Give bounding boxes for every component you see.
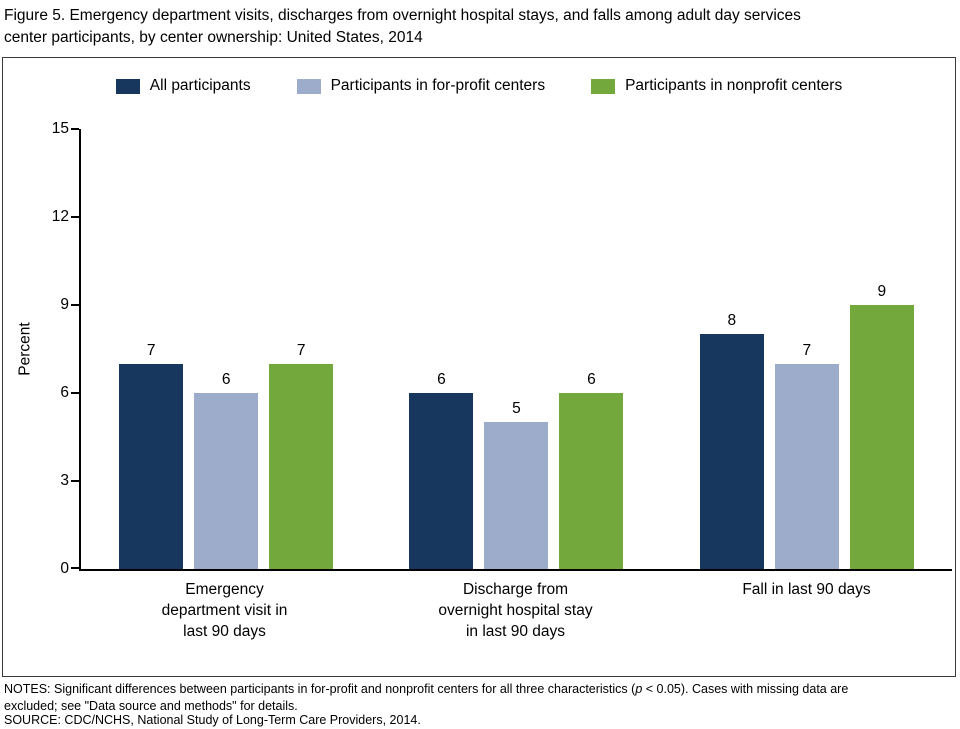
bar-wrapper: 7 bbox=[119, 341, 184, 569]
y-axis-title: Percent bbox=[13, 129, 39, 569]
bar bbox=[774, 363, 839, 569]
y-tick-label: 15 bbox=[51, 120, 69, 137]
bar-value-label: 7 bbox=[146, 341, 156, 359]
x-axis-label: Discharge from overnight hospital stay i… bbox=[438, 581, 593, 640]
bar bbox=[194, 393, 259, 569]
y-tick-mark bbox=[71, 304, 79, 306]
bar bbox=[559, 393, 624, 569]
bar-wrapper: 7 bbox=[774, 341, 839, 569]
source-text: SOURCE: CDC/NCHS, National Study of Long… bbox=[4, 713, 421, 727]
bar-value-label: 7 bbox=[296, 341, 306, 359]
figure-title: Figure 5. Emergency department visits, d… bbox=[4, 7, 801, 46]
legend-label-nonprofit: Participants in nonprofit centers bbox=[625, 77, 843, 94]
bar-wrapper: 5 bbox=[484, 400, 549, 569]
y-tick-mark bbox=[71, 392, 79, 394]
x-axis-label: Emergency department visit in last 90 da… bbox=[161, 581, 288, 640]
y-tick-labels: 0 3 6 9 12 15 bbox=[39, 120, 73, 577]
bar-wrapper: 9 bbox=[849, 283, 914, 569]
bar bbox=[119, 363, 184, 569]
x-axis-labels: Emergency department visit in last 90 da… bbox=[79, 579, 952, 642]
y-tick-label: 0 bbox=[60, 560, 69, 577]
legend-item-all-participants: All participants bbox=[115, 77, 251, 95]
bar bbox=[269, 363, 334, 569]
y-tick-mark bbox=[71, 216, 79, 218]
bar-wrapper: 6 bbox=[559, 371, 624, 569]
bar bbox=[409, 393, 474, 569]
legend-swatch-nonprofit bbox=[591, 78, 616, 94]
y-tick-mark bbox=[71, 128, 79, 130]
bar-group: 7 6 7 bbox=[81, 342, 371, 569]
bar-value-label: 6 bbox=[437, 371, 446, 388]
bar bbox=[484, 422, 549, 569]
y-axis-title-text: Percent bbox=[17, 322, 35, 376]
notes-text: NOTES: Significant differences between p… bbox=[4, 681, 954, 715]
legend-label-for-profit: Participants in for-profit centers bbox=[330, 77, 546, 94]
legend-label-all-participants: All participants bbox=[149, 77, 251, 94]
legend-item-for-profit: Participants in for-profit centers bbox=[296, 77, 546, 95]
y-tick-label: 12 bbox=[51, 208, 69, 225]
bar-value-label: 7 bbox=[802, 341, 812, 359]
bar-groups: 7 6 7 6 5 6 8 7 9 bbox=[81, 129, 952, 569]
bar-value-label: 9 bbox=[877, 283, 887, 300]
bar-group: 8 7 9 bbox=[662, 283, 952, 569]
legend: All participants Participants in for-pro… bbox=[3, 77, 955, 95]
y-tick-label: 3 bbox=[60, 472, 69, 489]
notes-italic-p: p bbox=[635, 682, 643, 696]
bar-wrapper: 6 bbox=[409, 371, 474, 569]
bar-wrapper: 8 bbox=[699, 312, 764, 569]
y-tick-mark bbox=[71, 567, 79, 569]
y-tick-mark bbox=[71, 480, 79, 482]
bar-value-label: 6 bbox=[587, 371, 596, 388]
bar-wrapper: 6 bbox=[194, 371, 259, 569]
plot-area: 7 6 7 6 5 6 8 7 9 bbox=[71, 128, 952, 571]
notes-part2: < 0.05). Cases with missing data are exc… bbox=[4, 682, 849, 713]
bar bbox=[699, 334, 764, 569]
y-tick-label: 9 bbox=[60, 296, 69, 313]
chart-box: All participants Participants in for-pro… bbox=[2, 57, 956, 677]
x-axis-label: Fall in last 90 days bbox=[742, 581, 871, 598]
legend-swatch-for-profit bbox=[296, 78, 321, 94]
bar-group: 6 5 6 bbox=[371, 371, 661, 569]
bar-value-label: 8 bbox=[727, 312, 737, 330]
notes-part1: NOTES: Significant differences between p… bbox=[4, 682, 636, 696]
legend-swatch-all-participants bbox=[115, 78, 140, 94]
bar bbox=[849, 305, 914, 569]
bar-value-label: 6 bbox=[221, 371, 231, 388]
y-tick-label: 6 bbox=[60, 384, 69, 401]
legend-item-nonprofit: Participants in nonprofit centers bbox=[591, 77, 842, 95]
bar-value-label: 5 bbox=[512, 400, 521, 418]
bar-wrapper: 7 bbox=[269, 341, 334, 569]
